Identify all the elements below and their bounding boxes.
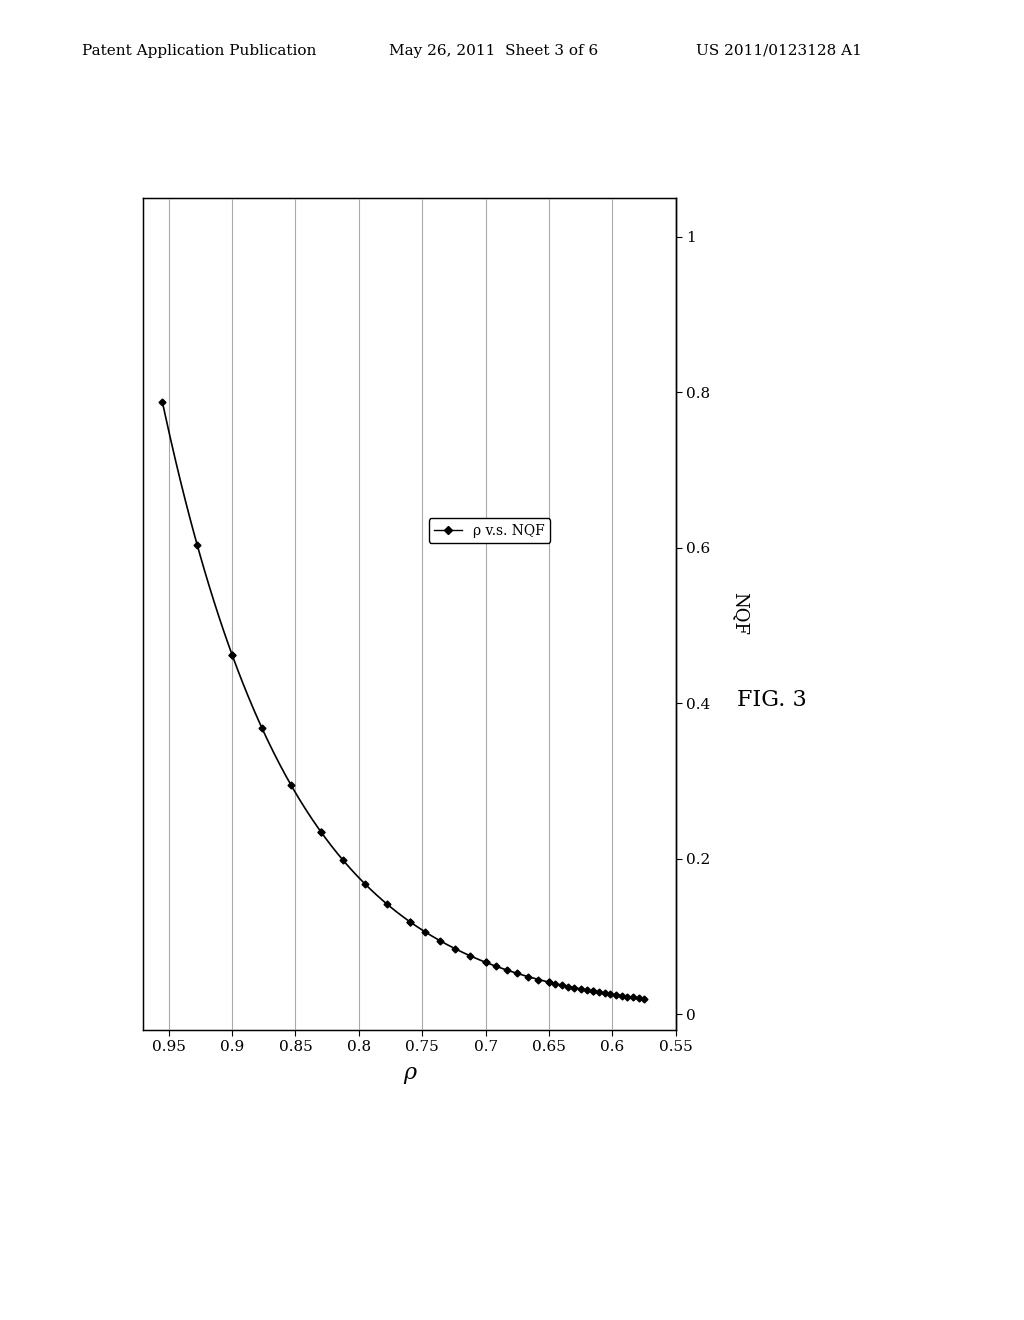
Text: FIG. 3: FIG. 3	[737, 689, 807, 710]
X-axis label: ρ: ρ	[403, 1063, 416, 1084]
Text: May 26, 2011  Sheet 3 of 6: May 26, 2011 Sheet 3 of 6	[389, 44, 598, 58]
Text: US 2011/0123128 A1: US 2011/0123128 A1	[696, 44, 862, 58]
Y-axis label: NQF: NQF	[731, 593, 750, 635]
Legend: ρ v.s. NQF: ρ v.s. NQF	[429, 517, 550, 544]
Text: Patent Application Publication: Patent Application Publication	[82, 44, 316, 58]
